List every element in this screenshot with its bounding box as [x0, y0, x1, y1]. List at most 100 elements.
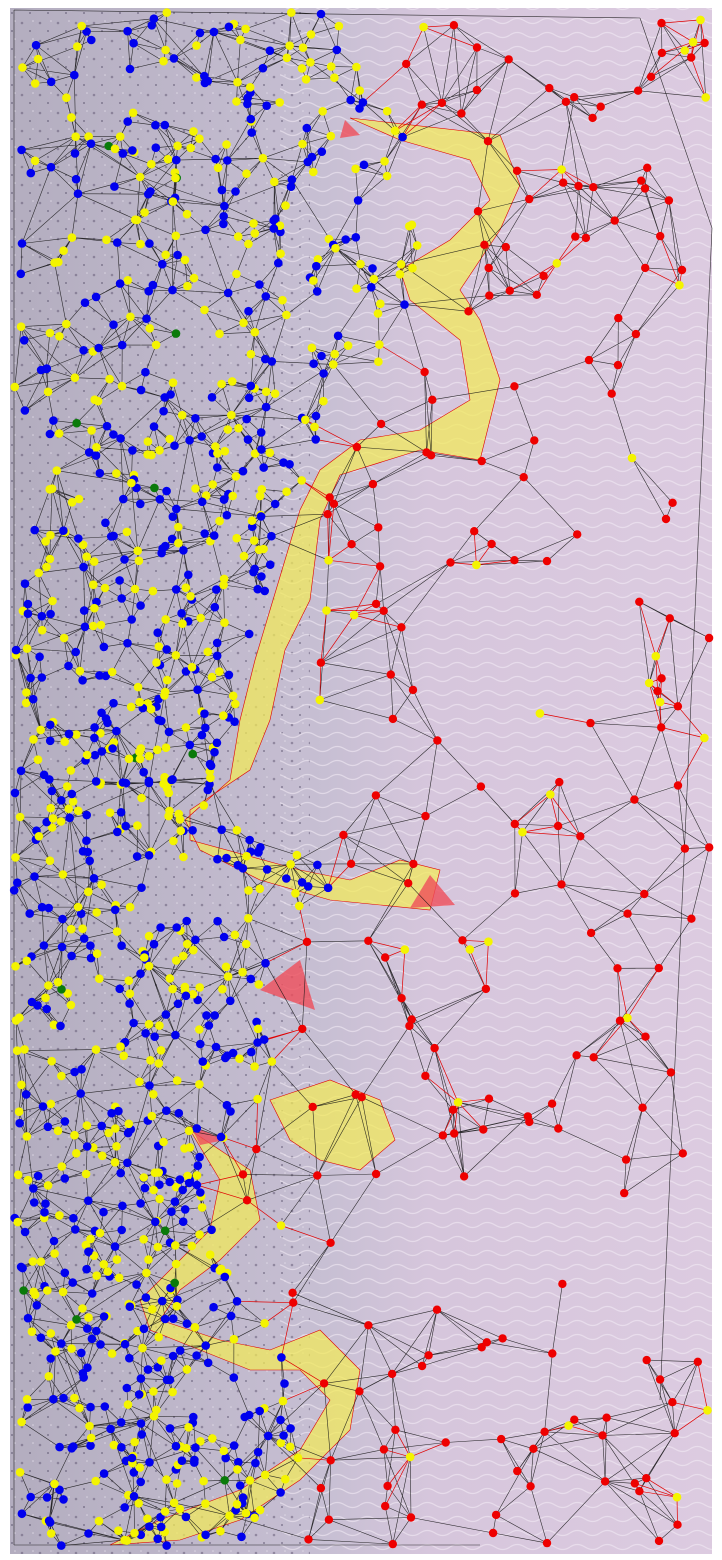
node-yellow [192, 73, 201, 82]
node-yellow [143, 1514, 152, 1523]
node-blue [83, 847, 93, 857]
node-yellow [82, 750, 92, 760]
node-blue [33, 1171, 43, 1181]
node-yellow [627, 453, 637, 463]
node-yellow [287, 8, 296, 17]
node-yellow [57, 1162, 67, 1171]
node-yellow [396, 260, 406, 269]
node-yellow [675, 280, 684, 290]
node-blue [42, 1004, 51, 1014]
node-yellow [96, 620, 106, 630]
node-blue [23, 1313, 33, 1323]
node-yellow [161, 615, 170, 624]
node-blue [60, 1174, 70, 1183]
node-blue [319, 369, 328, 378]
node-red [687, 53, 696, 62]
node-red [501, 242, 510, 252]
node-blue [44, 1516, 54, 1526]
node-yellow [44, 1372, 54, 1381]
node-blue [257, 572, 266, 581]
node-yellow [135, 172, 145, 182]
node-blue [247, 522, 257, 531]
node-blue [129, 1492, 139, 1501]
node-blue [173, 999, 183, 1009]
node-blue [46, 162, 56, 172]
node-yellow [133, 682, 143, 692]
node-red [433, 736, 442, 745]
node-yellow [207, 672, 217, 682]
node-yellow [104, 1128, 113, 1138]
node-blue [400, 300, 409, 309]
node-yellow [144, 1019, 154, 1029]
node-red [668, 498, 677, 507]
node-red [347, 540, 356, 549]
node-blue [109, 320, 118, 330]
node-yellow [46, 530, 55, 540]
node-blue [167, 534, 177, 544]
node-blue [97, 747, 107, 756]
node-yellow [123, 276, 133, 285]
node-blue [247, 128, 256, 137]
node-yellow [382, 106, 392, 116]
node-yellow [47, 1056, 56, 1066]
node-red [329, 499, 339, 508]
node-blue [267, 357, 277, 366]
node-red [449, 21, 459, 30]
node-yellow [233, 77, 242, 87]
node-yellow [182, 209, 192, 219]
node-blue [79, 934, 89, 943]
node-blue [145, 1522, 154, 1531]
node-yellow [64, 804, 73, 813]
node-red [646, 72, 656, 82]
node-blue [26, 168, 36, 178]
node-blue [119, 494, 128, 504]
node-blue [367, 283, 376, 292]
node-red [326, 1238, 335, 1248]
node-blue [169, 1314, 178, 1323]
node-yellow [22, 1132, 32, 1141]
node-red [446, 558, 455, 567]
node-blue [153, 1363, 163, 1372]
node-blue [134, 1390, 144, 1399]
node-blue [36, 1333, 46, 1342]
node-yellow [655, 697, 665, 707]
node-yellow [253, 1094, 262, 1104]
node-blue [144, 189, 153, 199]
node-yellow [278, 295, 287, 305]
node-red [302, 937, 312, 947]
node-yellow [192, 1171, 202, 1180]
node-blue [224, 22, 234, 32]
node-yellow [50, 1249, 59, 1258]
node-yellow [201, 491, 211, 500]
node-blue [201, 1341, 210, 1350]
node-blue [243, 93, 252, 103]
node-yellow [36, 1257, 46, 1266]
node-red [324, 1515, 334, 1524]
node-blue [59, 1495, 68, 1504]
node-yellow [110, 1158, 120, 1167]
node-blue [153, 628, 162, 637]
node-red [437, 98, 447, 108]
node-yellow [92, 1271, 101, 1280]
node-blue [26, 1492, 35, 1502]
node-blue [125, 1302, 135, 1311]
node-yellow [43, 387, 53, 397]
node-blue [286, 182, 296, 191]
node-yellow [696, 15, 705, 25]
node-red [630, 1479, 639, 1488]
node-yellow [326, 62, 336, 71]
node-blue [58, 914, 67, 924]
node-red [289, 1298, 298, 1307]
node-yellow [52, 466, 62, 475]
node-blue [157, 1296, 167, 1306]
node-yellow [144, 931, 154, 941]
node-blue [277, 1353, 286, 1362]
node-yellow [155, 446, 164, 455]
node-yellow [98, 1151, 107, 1161]
node-yellow [227, 377, 237, 386]
node-yellow [233, 1465, 242, 1474]
node-yellow [135, 1463, 145, 1472]
node-blue [82, 1142, 92, 1151]
node-yellow [254, 980, 264, 989]
node-yellow [334, 21, 344, 31]
